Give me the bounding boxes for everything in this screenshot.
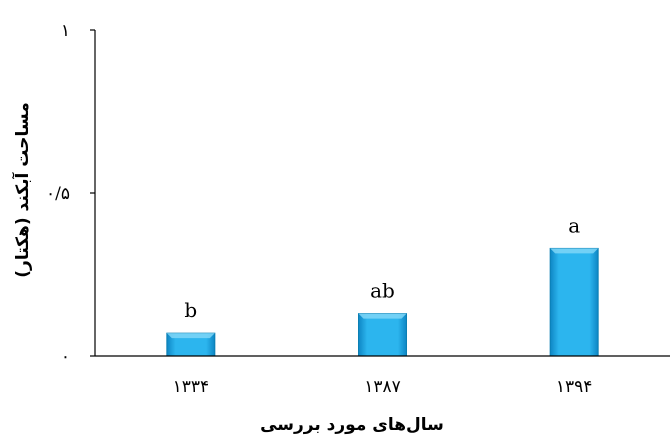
y-ticks-group: ۰ ۰/۵ ۱ bbox=[46, 21, 95, 367]
significance-label-1: ab bbox=[370, 279, 395, 303]
y-tick-label-2: ۱ bbox=[61, 21, 70, 41]
bar-top-bevel-2 bbox=[550, 248, 599, 254]
x-tick-label-1: ۱۳۸۷ bbox=[364, 377, 401, 397]
significance-label-2: a bbox=[568, 213, 580, 237]
bar-top-bevel-0 bbox=[166, 333, 215, 339]
bar-2 bbox=[549, 247, 599, 357]
y-axis-title: مساحت آبکند (هکتار) bbox=[11, 102, 33, 277]
bars-group bbox=[166, 247, 599, 357]
significance-label-0: b bbox=[184, 298, 197, 322]
significance-labels-group: b ab a bbox=[184, 213, 580, 322]
bar-top-bevel-1 bbox=[358, 313, 407, 319]
y-tick-label-0: ۰ bbox=[61, 347, 70, 367]
y-tick-label-1: ۰/۵ bbox=[46, 184, 70, 204]
x-axis-title: سال‌های مورد بررسی bbox=[260, 415, 444, 435]
x-tick-label-2: ۱۳۹۴ bbox=[556, 377, 593, 397]
x-ticks-group: ۱۳۳۴ ۱۳۸۷ ۱۳۹۴ bbox=[173, 377, 593, 397]
x-tick-label-0: ۱۳۳۴ bbox=[173, 377, 210, 397]
bar-1 bbox=[358, 313, 407, 357]
